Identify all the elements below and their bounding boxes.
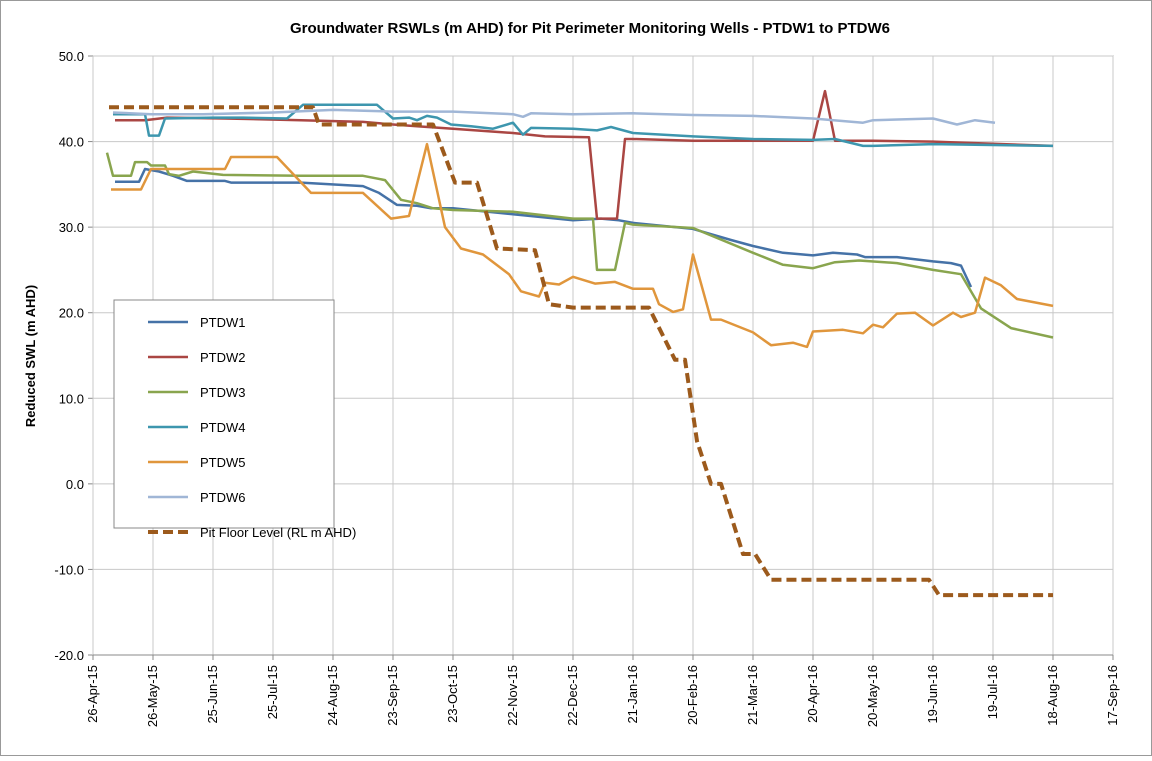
series-line: [105, 152, 1054, 339]
x-tick-label: 22-Nov-15: [505, 665, 520, 726]
x-tick-label: 26-Apr-15: [85, 665, 100, 723]
series-line: [113, 103, 1054, 148]
x-tick-label: 23-Oct-15: [445, 665, 460, 723]
x-tick-label: 21-Mar-16: [745, 665, 760, 725]
legend-label: PTDW2: [200, 350, 246, 365]
series-line: [115, 89, 1054, 220]
legend-label: PTDW3: [200, 385, 246, 400]
y-tick-label: 0.0: [66, 477, 84, 492]
y-tick-label: 20.0: [59, 306, 84, 321]
x-tick-label: 19-Jun-16: [925, 665, 940, 724]
x-tick-label: 20-Apr-16: [805, 665, 820, 723]
series-line: [111, 142, 1054, 349]
y-tick-label: 30.0: [59, 220, 84, 235]
y-tick-label: 10.0: [59, 391, 84, 406]
y-tick-label: -20.0: [54, 648, 84, 663]
x-tick-label: 21-Jan-16: [625, 665, 640, 724]
legend: [113, 299, 335, 529]
x-tick-label: 25-Jun-15: [205, 665, 220, 724]
legend-label: Pit Floor Level (RL m AHD): [200, 525, 356, 540]
legend-label: PTDW6: [200, 490, 246, 505]
x-tick-label: 19-Jul-16: [985, 665, 1000, 719]
legend-label: PTDW5: [200, 455, 246, 470]
legend-label: PTDW4: [200, 420, 246, 435]
x-tick-label: 26-May-15: [145, 665, 160, 727]
x-tick-label: 22-Dec-15: [565, 665, 580, 726]
x-tick-label: 20-Feb-16: [685, 665, 700, 725]
y-tick-label: -10.0: [54, 562, 84, 577]
series-line: [112, 108, 996, 126]
x-tick-label: 20-May-16: [865, 665, 880, 727]
y-tick-label: 40.0: [59, 135, 84, 150]
x-tick-label: 23-Sep-15: [385, 665, 400, 726]
x-tick-label: 18-Aug-16: [1045, 665, 1060, 726]
series-line: [109, 105, 1053, 598]
x-tick-label: 25-Jul-15: [265, 665, 280, 719]
x-tick-label: 17-Sep-16: [1105, 665, 1120, 726]
y-tick-label: 50.0: [59, 49, 84, 64]
y-axis-label: Reduced SWL (m AHD): [23, 285, 38, 427]
legend-label: PTDW1: [200, 315, 246, 330]
x-tick-label: 24-Aug-15: [325, 665, 340, 726]
chart-title: Groundwater RSWLs (m AHD) for Pit Perime…: [290, 20, 890, 37]
series-line: [115, 167, 973, 288]
